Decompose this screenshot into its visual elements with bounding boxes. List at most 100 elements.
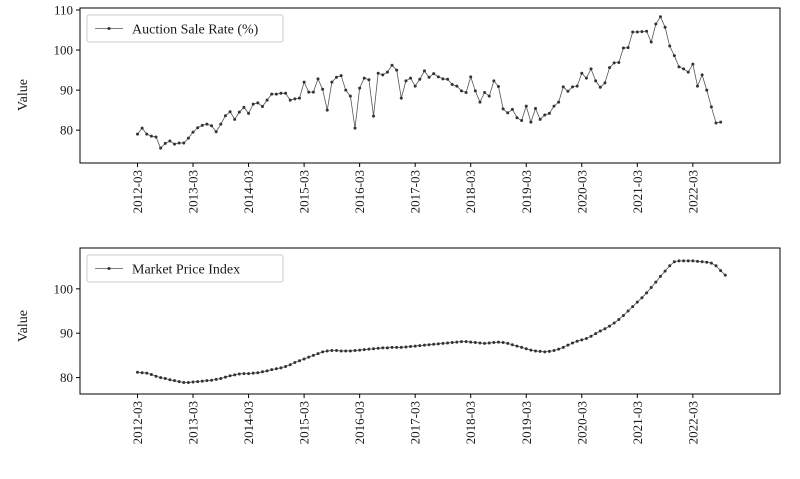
data-point bbox=[136, 132, 139, 136]
data-point bbox=[330, 349, 334, 353]
data-point bbox=[390, 345, 394, 349]
data-point bbox=[288, 363, 292, 367]
data-point bbox=[483, 341, 487, 345]
data-point bbox=[390, 63, 394, 67]
data-point bbox=[302, 357, 306, 361]
y-axis-label: Value bbox=[16, 79, 31, 111]
data-point bbox=[506, 341, 510, 345]
data-point bbox=[367, 347, 371, 351]
data-point bbox=[418, 77, 422, 81]
data-point bbox=[274, 92, 278, 96]
data-point bbox=[413, 84, 417, 88]
data-point bbox=[459, 89, 463, 93]
x-tick-label: 2018-03 bbox=[463, 170, 478, 213]
data-point bbox=[658, 274, 662, 278]
data-point bbox=[571, 85, 575, 89]
data-point bbox=[256, 371, 260, 375]
data-point bbox=[478, 341, 482, 345]
legend-marker-swatch bbox=[107, 267, 111, 270]
data-point bbox=[719, 120, 723, 124]
data-point bbox=[177, 380, 181, 384]
data-point bbox=[409, 345, 413, 349]
y-tick-label: 100 bbox=[54, 281, 74, 296]
data-point bbox=[302, 80, 306, 84]
data-point bbox=[677, 65, 681, 69]
data-point bbox=[422, 69, 426, 73]
data-point bbox=[233, 117, 237, 121]
data-point bbox=[557, 100, 561, 104]
data-point bbox=[515, 344, 519, 348]
data-point bbox=[705, 88, 709, 92]
data-point bbox=[552, 104, 556, 108]
data-point bbox=[686, 259, 690, 263]
data-point bbox=[436, 342, 440, 346]
chart-panel-1: 80 90 100 110 Value 2012-03 2013-03 2014-03 2015… bbox=[16, 3, 781, 213]
data-point bbox=[173, 142, 177, 146]
data-point bbox=[608, 66, 612, 70]
data-point bbox=[446, 77, 450, 81]
data-point bbox=[524, 104, 528, 108]
data-point bbox=[538, 349, 542, 353]
data-point bbox=[182, 380, 186, 384]
data-point bbox=[621, 46, 625, 50]
data-point bbox=[654, 280, 658, 284]
data-point bbox=[399, 345, 403, 349]
x-tick-label: 2012-03 bbox=[130, 170, 145, 213]
data-point bbox=[441, 77, 445, 81]
data-point bbox=[603, 327, 607, 331]
data-point bbox=[649, 40, 653, 44]
data-point bbox=[186, 380, 190, 384]
data-point bbox=[584, 337, 588, 341]
data-point bbox=[422, 343, 426, 347]
data-point bbox=[626, 309, 630, 313]
data-point bbox=[376, 71, 380, 75]
data-point bbox=[205, 122, 209, 126]
data-point bbox=[547, 111, 551, 115]
data-point bbox=[427, 75, 431, 79]
data-point bbox=[668, 44, 672, 48]
data-point bbox=[265, 98, 269, 102]
legend: Market Price Index bbox=[86, 254, 284, 283]
legend-marker-swatch bbox=[107, 27, 111, 30]
data-point bbox=[538, 117, 542, 121]
data-point bbox=[617, 317, 621, 321]
data-point bbox=[413, 344, 417, 348]
data-point bbox=[691, 62, 695, 66]
data-point bbox=[191, 380, 195, 384]
data-point bbox=[436, 75, 440, 79]
data-point bbox=[492, 79, 496, 83]
data-point bbox=[598, 329, 602, 333]
data-point bbox=[140, 126, 144, 130]
data-point bbox=[473, 341, 477, 345]
data-point bbox=[404, 345, 408, 349]
data-point bbox=[552, 349, 556, 353]
data-point bbox=[381, 73, 385, 77]
data-point bbox=[395, 68, 399, 72]
data-point bbox=[612, 321, 616, 325]
data-point bbox=[270, 368, 274, 372]
data-point bbox=[598, 85, 602, 89]
data-point bbox=[214, 377, 218, 381]
plot-frame bbox=[79, 247, 781, 395]
data-point bbox=[709, 261, 713, 265]
data-point bbox=[274, 367, 278, 371]
data-point bbox=[649, 285, 653, 289]
data-point bbox=[534, 349, 538, 353]
x-tick-label: 2017-03 bbox=[408, 170, 423, 213]
data-point bbox=[617, 60, 621, 64]
data-point bbox=[293, 360, 297, 364]
x-tick-label: 2014-03 bbox=[241, 401, 256, 444]
data-point bbox=[200, 123, 204, 127]
data-point bbox=[353, 126, 357, 130]
data-point bbox=[191, 130, 195, 134]
data-point bbox=[719, 269, 723, 273]
data-point bbox=[529, 120, 533, 124]
legend-label: Auction Sale Rate (%) bbox=[132, 23, 259, 38]
data-point bbox=[612, 61, 616, 65]
data-point bbox=[705, 260, 709, 264]
data-point bbox=[496, 85, 500, 89]
data-point bbox=[307, 355, 311, 359]
data-point bbox=[455, 340, 459, 344]
chart-panel-2: 80 90 100 Value 2012-03 2013-03 2014-03 2015-03… bbox=[16, 247, 781, 444]
data-point bbox=[580, 338, 584, 342]
